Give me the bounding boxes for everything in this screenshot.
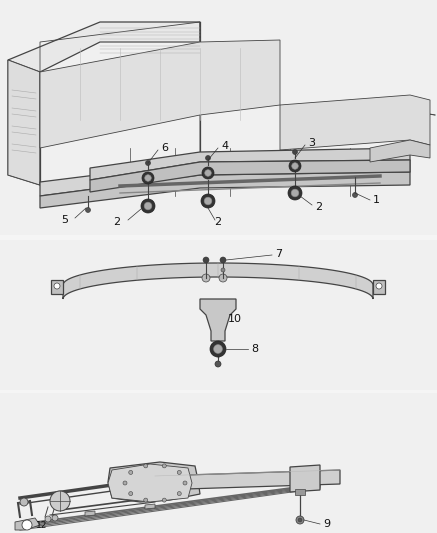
Polygon shape [0, 0, 437, 235]
Circle shape [123, 481, 127, 485]
Polygon shape [370, 140, 430, 162]
Polygon shape [40, 160, 410, 196]
Text: 1: 1 [373, 195, 380, 205]
Circle shape [205, 169, 212, 176]
Circle shape [202, 167, 214, 179]
Polygon shape [8, 60, 40, 185]
Circle shape [289, 160, 301, 172]
Circle shape [22, 520, 32, 530]
Circle shape [202, 274, 210, 282]
Circle shape [203, 257, 209, 263]
Polygon shape [200, 299, 236, 341]
Text: 10: 10 [228, 314, 242, 324]
Polygon shape [145, 504, 155, 509]
Polygon shape [108, 462, 200, 502]
Text: 4: 4 [221, 141, 228, 151]
Circle shape [220, 257, 226, 263]
Circle shape [50, 491, 70, 511]
Circle shape [201, 194, 215, 208]
Circle shape [183, 481, 187, 485]
Circle shape [219, 274, 227, 282]
Circle shape [204, 197, 212, 205]
Text: 12: 12 [36, 521, 48, 530]
Circle shape [142, 172, 154, 184]
Circle shape [210, 341, 226, 357]
Text: 3: 3 [308, 138, 315, 148]
Circle shape [144, 464, 148, 468]
Circle shape [215, 361, 221, 367]
Polygon shape [90, 160, 410, 192]
Polygon shape [51, 280, 63, 294]
Polygon shape [63, 263, 373, 299]
Circle shape [129, 471, 133, 474]
Circle shape [177, 471, 181, 474]
Circle shape [141, 199, 155, 213]
Circle shape [162, 498, 166, 502]
Circle shape [20, 498, 28, 506]
Circle shape [144, 202, 152, 210]
Polygon shape [295, 489, 305, 495]
Polygon shape [0, 240, 437, 390]
Polygon shape [280, 95, 430, 150]
Text: 7: 7 [275, 249, 282, 259]
Circle shape [298, 518, 302, 522]
Polygon shape [8, 60, 40, 185]
Circle shape [221, 268, 225, 272]
Text: 5: 5 [61, 215, 68, 225]
Circle shape [214, 345, 222, 353]
Polygon shape [8, 22, 200, 72]
Polygon shape [155, 470, 340, 490]
Circle shape [45, 516, 51, 522]
Text: 2: 2 [215, 217, 222, 227]
Text: 9: 9 [323, 519, 330, 529]
Circle shape [145, 175, 151, 181]
Circle shape [292, 149, 298, 155]
Circle shape [288, 186, 302, 200]
Circle shape [162, 464, 166, 468]
Polygon shape [108, 464, 192, 502]
Text: 2: 2 [315, 202, 322, 212]
Text: 2: 2 [113, 217, 120, 227]
Circle shape [129, 491, 133, 496]
Text: 8: 8 [251, 344, 258, 354]
Polygon shape [40, 172, 410, 208]
Circle shape [296, 516, 304, 524]
Circle shape [146, 160, 150, 166]
Circle shape [54, 283, 60, 289]
Polygon shape [373, 280, 385, 294]
Polygon shape [40, 40, 280, 148]
Circle shape [52, 515, 58, 521]
Polygon shape [15, 518, 40, 530]
Circle shape [177, 491, 181, 496]
Circle shape [205, 156, 211, 160]
Text: 6: 6 [161, 143, 168, 153]
Circle shape [144, 498, 148, 502]
Circle shape [292, 163, 298, 169]
Polygon shape [85, 511, 95, 516]
Circle shape [353, 192, 357, 198]
Circle shape [291, 189, 299, 197]
Polygon shape [290, 465, 320, 492]
Polygon shape [90, 148, 410, 180]
Polygon shape [0, 393, 437, 533]
Circle shape [86, 207, 90, 213]
Circle shape [376, 283, 382, 289]
